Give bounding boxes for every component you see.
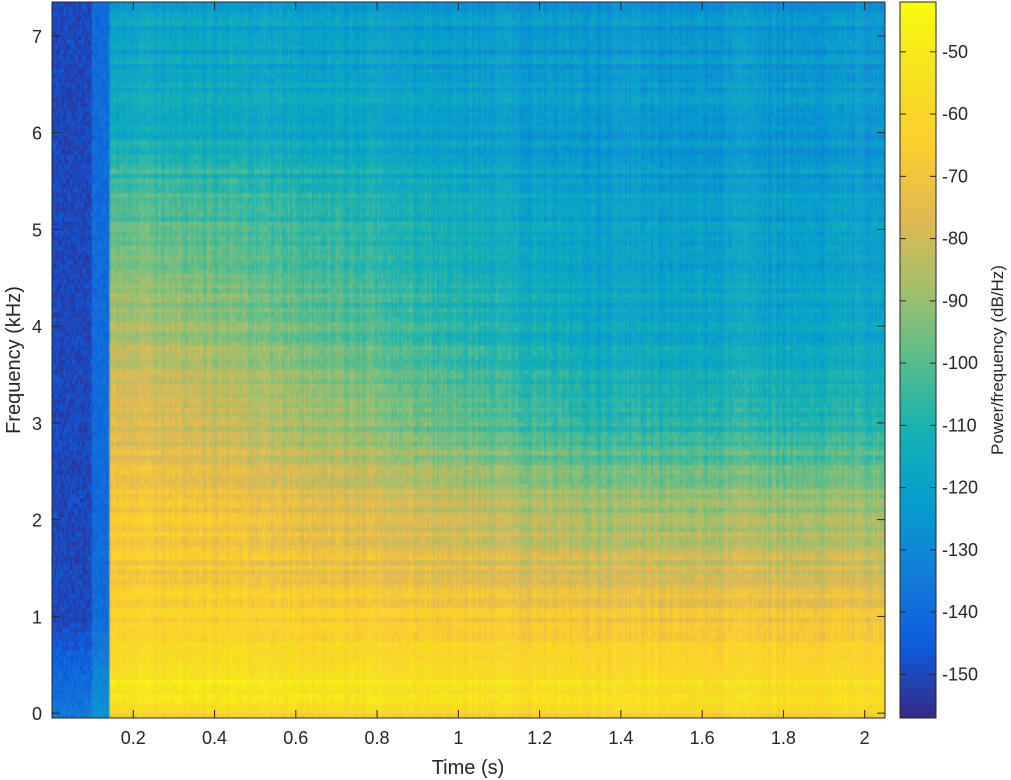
y-tick-label: 6 [32,124,42,144]
colorbar-tick-label: -50 [942,42,968,62]
colorbar-tick-label: -90 [942,291,968,311]
x-tick-label: 0.4 [202,728,227,748]
x-tick-label: 2 [860,728,870,748]
y-tick-label: 7 [32,27,42,47]
y-axis-ticks: 0 1 2 3 4 5 6 7 [32,27,885,724]
colorbar-tick-label: -60 [942,104,968,124]
colorbar-tick-label: -100 [942,353,978,373]
x-tick-label: 1.2 [527,728,552,748]
colorbar-tick-label: -70 [942,166,968,186]
colorbar-frame [899,1,937,719]
x-tick-label: 0.6 [283,728,308,748]
colorbar-tick-label: -130 [942,540,978,560]
colorbar-gradient [900,2,936,718]
colorbar-tick-label: -120 [942,478,978,498]
y-tick-label: 5 [32,220,42,240]
y-tick-label: 3 [32,414,42,434]
x-axis-ticks: 0.2 0.4 0.6 0.8 1 1.2 1.4 1.6 1.8 2 [121,2,870,748]
spectrogram-heatmap [52,2,885,718]
x-axis-label: Time (s) [432,757,505,779]
x-tick-label: 0.8 [365,728,390,748]
colorbar-label: Power/frequency (dB/Hz) [988,265,1007,455]
x-tick-label: 1.6 [690,728,715,748]
colorbar-ticks: -50 -60 -70 -80 -90 -100 -110 -120 -130 -140 -150 [900,42,978,684]
x-tick-label: 1.8 [771,728,796,748]
x-tick-label: 0.2 [121,728,146,748]
y-axis-label: Frequency (kHz) [3,286,25,434]
colorbar-tick-label: -150 [942,664,978,684]
colorbar-tick-label: -110 [942,415,977,435]
y-tick-label: 1 [32,607,42,627]
plot-frame [51,1,886,719]
colorbar-tick-label: -140 [942,602,978,622]
y-tick-label: 4 [32,317,42,337]
x-tick-label: 1 [453,728,463,748]
y-tick-label: 2 [32,511,42,531]
x-tick-label: 1.4 [608,728,633,748]
y-tick-label: 0 [32,704,42,724]
colorbar-tick-label: -80 [942,229,968,249]
